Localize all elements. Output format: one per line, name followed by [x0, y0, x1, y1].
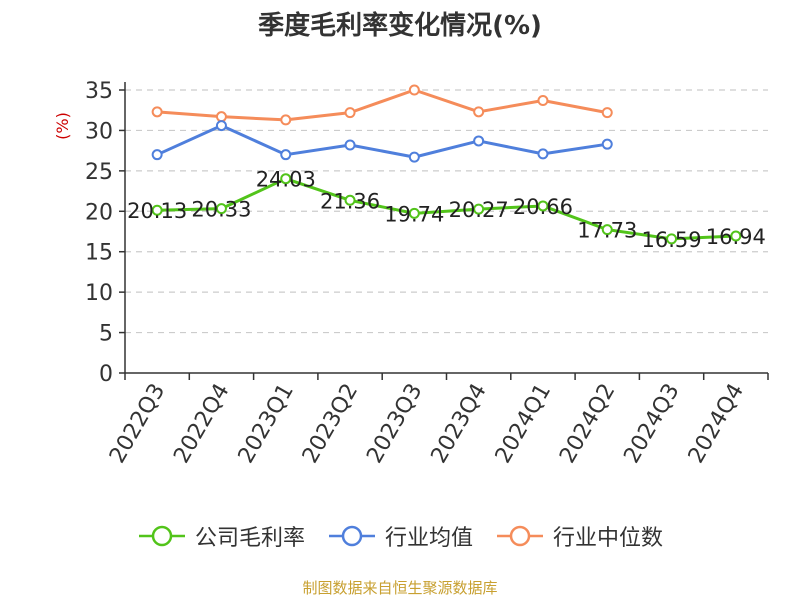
legend-label: 公司毛利率	[194, 526, 305, 551]
legend-label: 行业均值	[384, 526, 473, 551]
series-0	[151, 173, 742, 245]
data-point[interactable]	[215, 120, 227, 132]
data-label: 20.13	[127, 199, 187, 223]
data-point[interactable]	[537, 95, 549, 107]
series-line	[157, 177, 736, 241]
data-point[interactable]	[730, 230, 742, 242]
series-lines	[151, 84, 742, 245]
legend-label: 行业中位数	[553, 526, 664, 551]
x-tick-label: 2023Q4	[427, 380, 492, 468]
data-point[interactable]	[473, 203, 485, 215]
y-tick-label: 0	[99, 362, 113, 387]
data-label: 21.36	[320, 189, 380, 213]
legend: 公司毛利率 行业均值 行业中位数	[0, 518, 800, 554]
data-point[interactable]	[473, 106, 485, 118]
data-label: 19.74	[384, 202, 444, 226]
data-point[interactable]	[408, 84, 420, 96]
data-point[interactable]	[408, 207, 420, 219]
data-point[interactable]	[601, 224, 613, 236]
data-point[interactable]	[151, 204, 163, 216]
legend-swatch-icon	[328, 525, 375, 547]
x-tick-label: 2022Q4	[169, 380, 234, 468]
data-label: 20.33	[191, 198, 251, 222]
data-label: 24.03	[256, 168, 316, 192]
y-axis-label: (%)	[53, 112, 72, 140]
source-note: 制图数据来自恒生聚源数据库	[302, 579, 498, 597]
x-tick-label: 2023Q3	[362, 380, 427, 468]
data-point[interactable]	[537, 200, 549, 212]
data-label: 20.66	[513, 195, 573, 219]
data-point[interactable]	[280, 114, 292, 126]
data-point[interactable]	[280, 173, 292, 185]
legend-swatch-icon	[138, 525, 185, 547]
data-point[interactable]	[473, 135, 485, 147]
data-point[interactable]	[601, 138, 613, 150]
x-tick-label: 2023Q2	[298, 380, 363, 468]
data-point[interactable]	[344, 139, 356, 151]
data-label: 17.73	[577, 219, 637, 243]
axes: 051015202530352022Q32022Q42023Q12023Q220…	[85, 79, 769, 468]
data-point[interactable]	[601, 107, 613, 119]
x-tick-label: 2024Q3	[619, 380, 684, 468]
y-tick-label: 15	[85, 241, 113, 266]
x-tick-label: 2024Q1	[491, 380, 556, 468]
data-label: 16.59	[641, 228, 701, 252]
legend-item[interactable]: 行业中位数	[495, 520, 663, 552]
data-point[interactable]	[151, 106, 163, 118]
series-2	[151, 84, 613, 126]
chart-title: 季度毛利率变化情况(%)	[258, 10, 542, 41]
data-point[interactable]	[344, 194, 356, 206]
legend-swatch-icon	[497, 525, 543, 547]
data-point[interactable]	[151, 149, 163, 161]
data-point[interactable]	[666, 233, 678, 245]
x-tick-label: 2024Q2	[555, 380, 620, 468]
line-chart: 季度毛利率变化情况(%) (%) 051015202530352022Q3202…	[53, 10, 769, 468]
legend-item[interactable]: 公司毛利率	[137, 520, 305, 552]
legend-item[interactable]: 行业均值	[327, 520, 473, 552]
series-line	[157, 88, 608, 122]
x-tick-label: 2022Q3	[105, 380, 170, 468]
data-point[interactable]	[215, 111, 227, 123]
data-point[interactable]	[344, 107, 356, 119]
data-point[interactable]	[215, 203, 227, 215]
data-label: 20.27	[449, 198, 509, 222]
y-tick-label: 30	[85, 119, 113, 144]
data-point[interactable]	[537, 148, 549, 160]
x-tick-label: 2024Q4	[684, 380, 749, 468]
data-point[interactable]	[280, 149, 292, 161]
y-tick-label: 35	[85, 79, 113, 104]
data-label: 16.94	[706, 225, 766, 249]
data-point[interactable]	[408, 151, 420, 163]
series-line	[156, 124, 608, 159]
y-tick-label: 25	[85, 160, 113, 185]
series-1	[151, 120, 613, 163]
x-tick-label: 2023Q1	[234, 380, 299, 468]
y-tick-label: 5	[99, 322, 113, 347]
y-tick-label: 20	[85, 200, 113, 225]
y-tick-label: 10	[85, 281, 113, 306]
